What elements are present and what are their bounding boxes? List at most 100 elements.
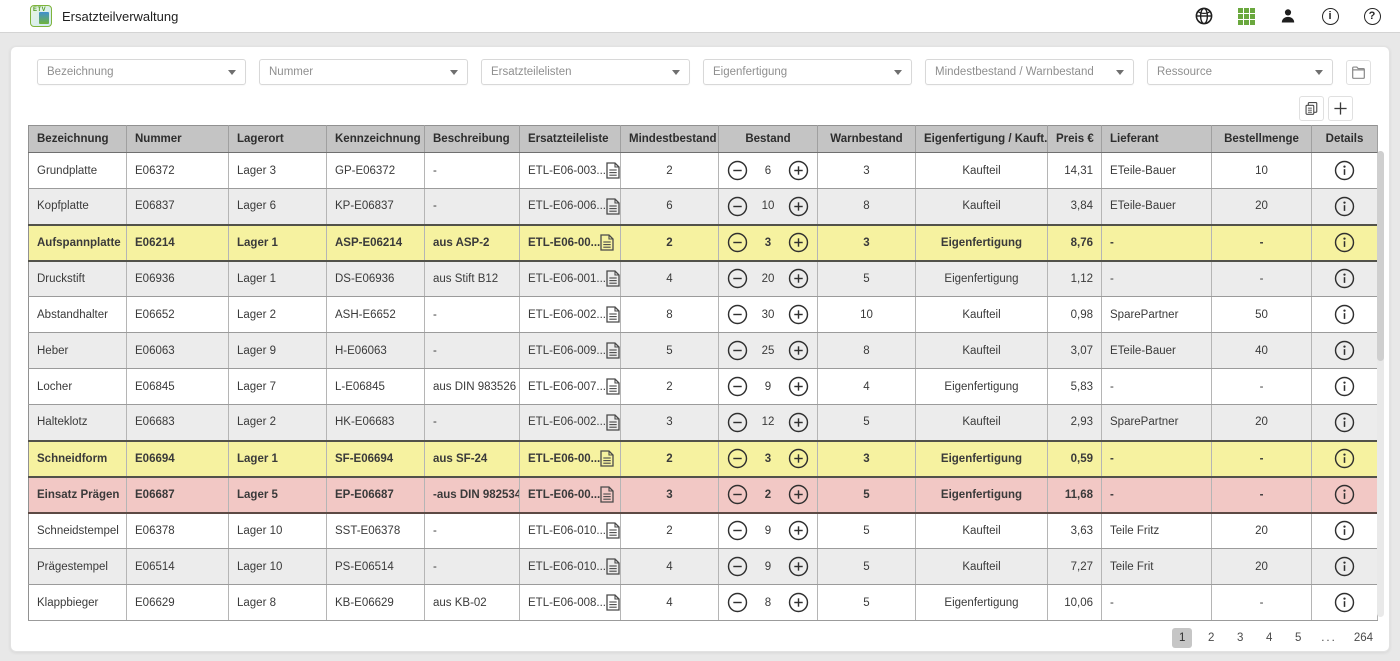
increase-stock-button[interactable] (788, 376, 809, 397)
details-info-icon[interactable] (1334, 484, 1355, 505)
open-resource-picker-button[interactable] (1346, 59, 1371, 85)
document-icon[interactable] (606, 198, 620, 215)
column-header-6[interactable]: Mindestbestand (620, 125, 719, 153)
document-icon[interactable] (606, 342, 620, 359)
cell-beschreibung: aus ASP-2 (424, 223, 520, 262)
increase-stock-button[interactable] (788, 160, 809, 181)
increase-stock-button[interactable] (788, 556, 809, 577)
column-header-13[interactable]: Details (1311, 125, 1378, 153)
column-header-0[interactable]: Bezeichnung (28, 125, 127, 153)
column-header-5[interactable]: Ersatzteileliste (519, 125, 621, 153)
pagination-page-264[interactable]: 264 (1353, 632, 1373, 644)
pagination-page-3[interactable]: 3 (1237, 632, 1244, 644)
cell-bestellmenge: - (1211, 584, 1312, 621)
document-icon[interactable] (600, 450, 614, 467)
decrease-stock-button[interactable] (727, 232, 748, 253)
decrease-stock-button[interactable] (727, 160, 748, 181)
cell-bestand: 3 (718, 223, 818, 262)
table-row: Druckstift E06936 Lager 1 DS-E06936 aus … (28, 260, 1378, 297)
column-header-12[interactable]: Bestellmenge (1211, 125, 1312, 153)
cell-warnbestand: 3 (817, 152, 916, 189)
document-icon[interactable] (606, 162, 620, 179)
increase-stock-button[interactable] (788, 592, 809, 613)
copy-button[interactable] (1299, 96, 1324, 121)
details-info-icon[interactable] (1334, 556, 1355, 577)
increase-stock-button[interactable] (788, 448, 809, 469)
document-icon[interactable] (606, 306, 620, 323)
increase-stock-button[interactable] (788, 340, 809, 361)
details-info-icon[interactable] (1334, 232, 1355, 253)
details-info-icon[interactable] (1334, 160, 1355, 181)
details-info-icon[interactable] (1334, 196, 1355, 217)
decrease-stock-button[interactable] (727, 448, 748, 469)
increase-stock-button[interactable] (788, 520, 809, 541)
filter-dropdown-mindestbestand-warnbestand[interactable]: Mindestbestand / Warnbestand (925, 59, 1134, 85)
document-icon[interactable] (606, 594, 620, 611)
column-header-8[interactable]: Warnbestand (817, 125, 916, 153)
pagination-page-2[interactable]: 2 (1208, 632, 1215, 644)
column-header-1[interactable]: Nummer (126, 125, 229, 153)
decrease-stock-button[interactable] (727, 196, 748, 217)
help-icon[interactable]: ? (1362, 6, 1382, 26)
cell-bezeichnung: Abstandhalter (28, 296, 127, 333)
table-body: Grundplatte E06372 Lager 3 GP-E06372 - E… (28, 152, 1378, 621)
document-icon[interactable] (606, 378, 620, 395)
increase-stock-button[interactable] (788, 232, 809, 253)
document-icon[interactable] (600, 234, 614, 251)
cell-beschreibung: - (424, 152, 520, 189)
cell-details (1311, 332, 1378, 369)
cell-details (1311, 475, 1378, 514)
filter-dropdown-eigenfertigung[interactable]: Eigenfertigung (703, 59, 912, 85)
increase-stock-button[interactable] (788, 268, 809, 289)
apps-grid-icon[interactable] (1236, 6, 1256, 26)
decrease-stock-button[interactable] (727, 412, 748, 433)
increase-stock-button[interactable] (788, 484, 809, 505)
vertical-scrollbar[interactable] (1377, 151, 1384, 617)
pagination-page-1[interactable]: 1 (1172, 628, 1193, 648)
decrease-stock-button[interactable] (727, 376, 748, 397)
details-info-icon[interactable] (1334, 268, 1355, 289)
filter-dropdown-ersatzteilelisten[interactable]: Ersatzteilelisten (481, 59, 690, 85)
decrease-stock-button[interactable] (727, 304, 748, 325)
document-icon[interactable] (606, 558, 620, 575)
details-info-icon[interactable] (1334, 304, 1355, 325)
decrease-stock-button[interactable] (727, 592, 748, 613)
column-header-4[interactable]: Beschreibung (424, 125, 520, 153)
document-icon[interactable] (606, 270, 620, 287)
globe-icon[interactable] (1194, 6, 1214, 26)
pagination-page-4[interactable]: 4 (1266, 632, 1273, 644)
decrease-stock-button[interactable] (727, 520, 748, 541)
decrease-stock-button[interactable] (727, 484, 748, 505)
info-icon[interactable]: i (1320, 6, 1340, 26)
decrease-stock-button[interactable] (727, 340, 748, 361)
add-item-button[interactable] (1328, 96, 1353, 121)
column-header-7[interactable]: Bestand (718, 125, 818, 153)
details-info-icon[interactable] (1334, 412, 1355, 433)
pagination-page-5[interactable]: 5 (1295, 632, 1302, 644)
decrease-stock-button[interactable] (727, 556, 748, 577)
column-header-9[interactable]: Eigenfertigung / Kauft. (915, 125, 1048, 153)
document-icon[interactable] (606, 414, 620, 431)
document-icon[interactable] (606, 522, 620, 539)
cell-lagerort: Lager 2 (228, 404, 327, 441)
filter-dropdown-ressource[interactable]: Ressource (1147, 59, 1333, 85)
column-header-3[interactable]: Kennzeichnung (326, 125, 425, 153)
filter-dropdown-nummer[interactable]: Nummer (259, 59, 468, 85)
details-info-icon[interactable] (1334, 340, 1355, 361)
increase-stock-button[interactable] (788, 304, 809, 325)
details-info-icon[interactable] (1334, 592, 1355, 613)
decrease-stock-button[interactable] (727, 268, 748, 289)
details-info-icon[interactable] (1334, 448, 1355, 469)
cell-lagerort: Lager 8 (228, 584, 327, 621)
document-icon[interactable] (600, 486, 614, 503)
details-info-icon[interactable] (1334, 520, 1355, 541)
details-info-icon[interactable] (1334, 376, 1355, 397)
column-header-10[interactable]: Preis € (1047, 125, 1102, 153)
increase-stock-button[interactable] (788, 196, 809, 217)
scrollbar-thumb[interactable] (1377, 151, 1384, 361)
user-icon[interactable] (1278, 6, 1298, 26)
increase-stock-button[interactable] (788, 412, 809, 433)
filter-dropdown-bezeichnung[interactable]: Bezeichnung (37, 59, 246, 85)
column-header-11[interactable]: Lieferant (1101, 125, 1212, 153)
column-header-2[interactable]: Lagerort (228, 125, 327, 153)
